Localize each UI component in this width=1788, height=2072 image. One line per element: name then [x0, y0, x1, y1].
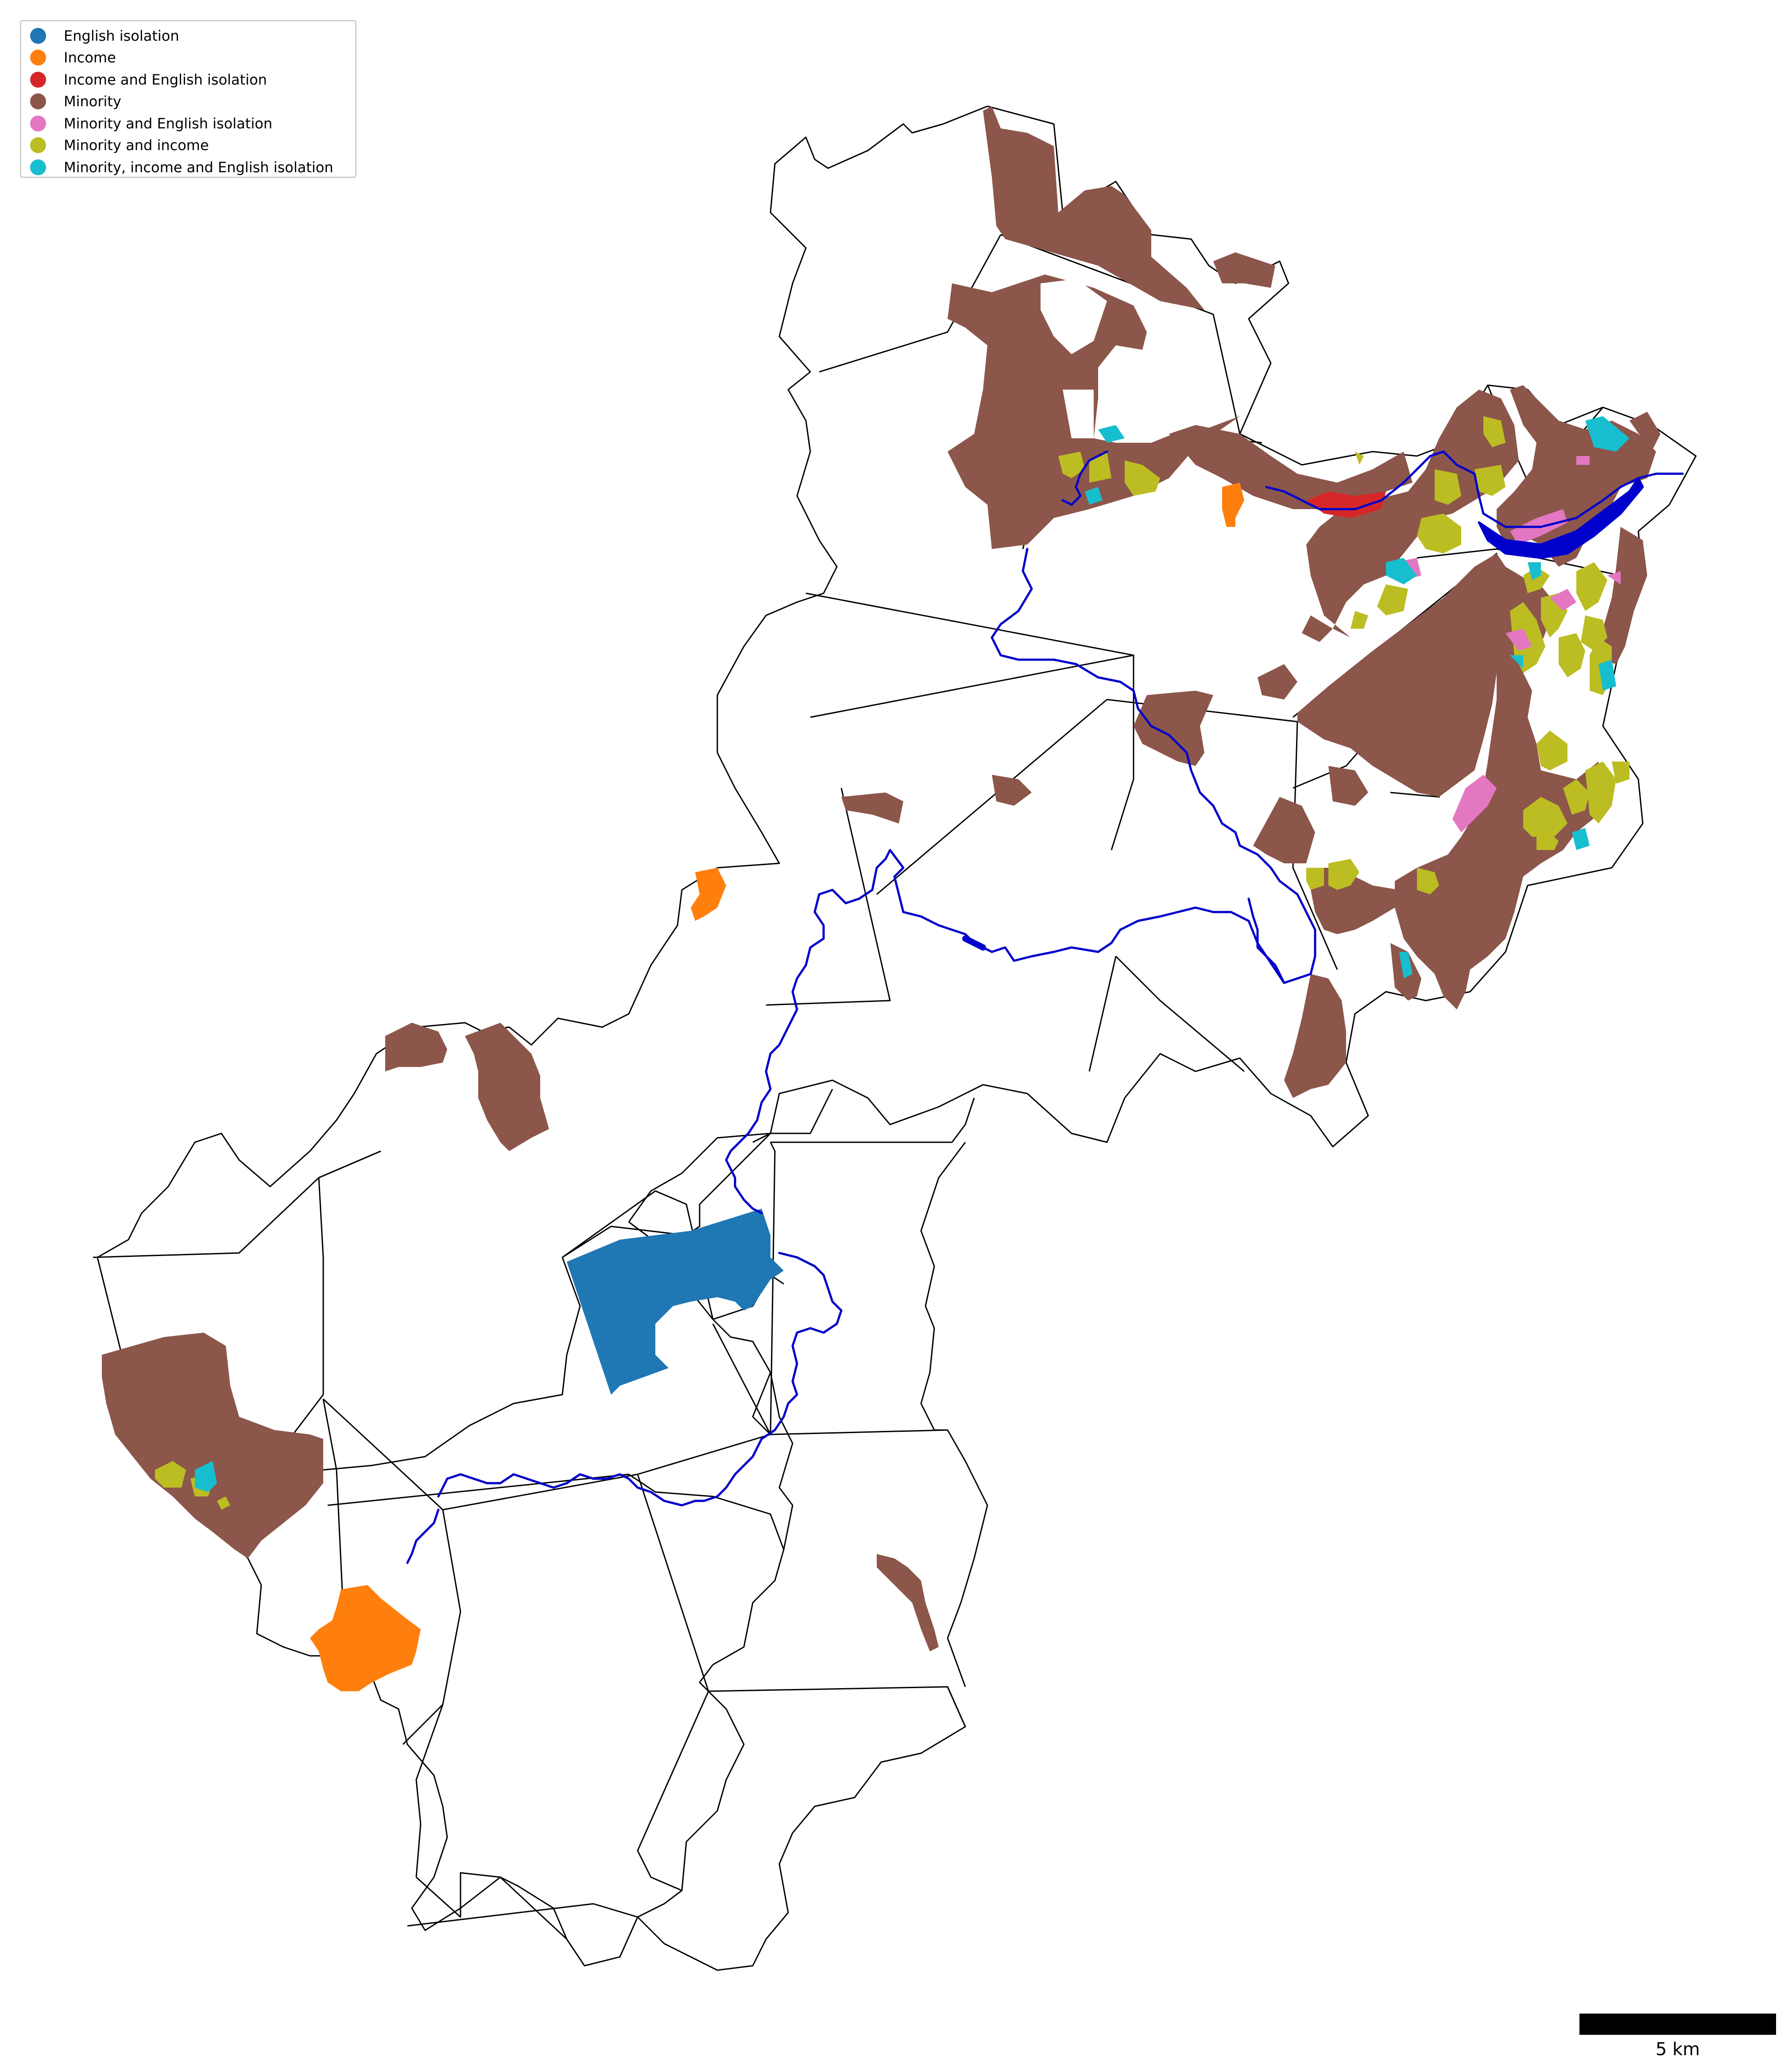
legend-label: Minority and English isolation [64, 115, 273, 132]
legend-label: Minority, income and English isolation [64, 158, 333, 176]
legend-swatch-income [30, 50, 46, 66]
minority-income-english-isolation-areas [195, 416, 1629, 1492]
scale-bar [1579, 2014, 1776, 2035]
legend-swatch-english-isolation [30, 27, 46, 44]
legend-label: Income [64, 49, 116, 66]
region-boundaries [93, 105, 1697, 1971]
legend-swatch-minority-income [30, 137, 46, 154]
minority-areas [102, 106, 1660, 1651]
legend-swatch-minority-english-isolation [30, 115, 46, 131]
income-areas [310, 483, 1244, 1691]
legend-item-minority-income-english-isolation: Minority, income and English isolation [30, 156, 346, 178]
shaded-areas [102, 106, 1660, 1691]
english-isolation-area [567, 1209, 784, 1395]
scale-bar-label: 5 km [1655, 2039, 1700, 2060]
legend-item-income: Income [30, 47, 346, 69]
legend-label: Minority and income [64, 137, 209, 154]
legend-item-minority-income: Minority and income [30, 135, 346, 157]
income-english-isolation-area [1306, 491, 1386, 518]
legend-item-minority: Minority [30, 91, 346, 113]
legend-item-income-english-isolation: Income and English isolation [30, 69, 346, 91]
legend-item-english-isolation: English isolation [30, 25, 346, 47]
legend-item-minority-english-isolation: Minority and English isolation [30, 112, 346, 135]
legend-swatch-minority [30, 93, 46, 110]
legend-label: Minority [64, 93, 121, 110]
legend-swatch-minority-income-english-isolation [30, 159, 46, 175]
legend-label: English isolation [64, 27, 179, 44]
legend-label: Income and English isolation [64, 71, 267, 88]
map-legend: English isolation Income Income and Engl… [20, 20, 356, 178]
rivers [406, 450, 1684, 1564]
legend-swatch-income-english-isolation [30, 71, 46, 88]
